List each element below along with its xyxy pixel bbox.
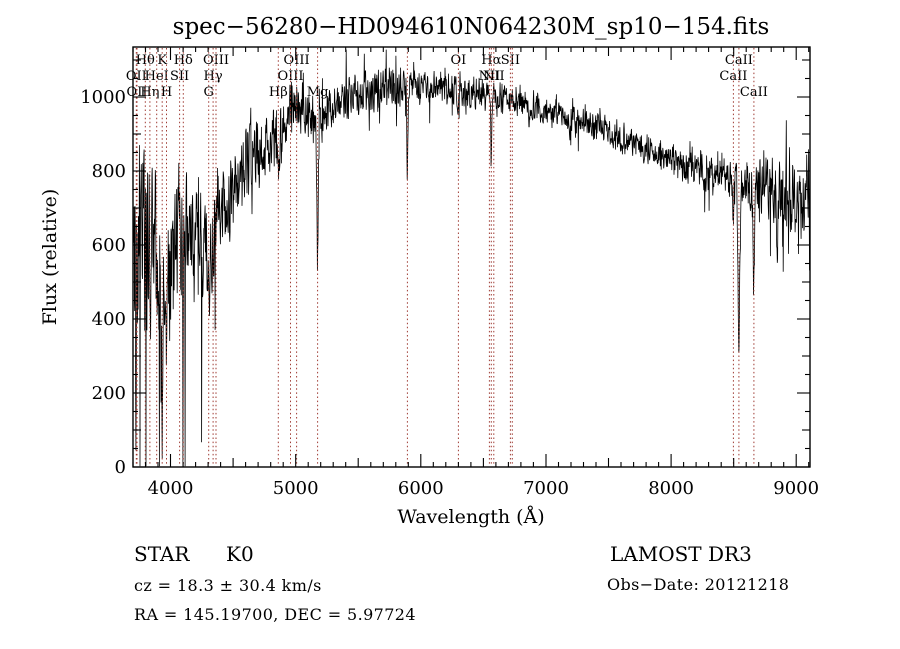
plot-frame (132, 46, 811, 468)
x-tick-label: 9000 (773, 478, 819, 499)
subclass-text: K0 (226, 542, 254, 566)
spectral-line-label: CaII (740, 85, 768, 100)
cz-text: cz = 18.3 ± 30.4 km/s (134, 576, 322, 595)
reference-lines (135, 48, 755, 466)
obs-date-text: Obs−Date: 20121218 (607, 575, 789, 594)
x-tick-label: 7000 (523, 478, 569, 499)
y-tick-label: 600 (92, 235, 126, 256)
axis-tick-labels: 4000 5000 6000 7000 8000 9000 0 200 400 600 800 100… (80, 87, 819, 499)
spectral-line-label: SII (170, 69, 189, 84)
ra-dec-text: RA = 145.19700, DEC = 5.97724 (134, 605, 416, 624)
spectrum-trace (133, 49, 810, 467)
x-tick-label: 8000 (648, 478, 694, 499)
y-tick-label: 400 (92, 309, 126, 330)
spectral-line-label: Hη (140, 85, 159, 100)
spectral-line-label: Mg (307, 85, 329, 100)
x-tick-label: 4000 (148, 478, 194, 499)
x-tick-label: 5000 (273, 478, 319, 499)
survey-text: LAMOST DR3 (610, 542, 752, 566)
spectral-line-label: CaII (719, 69, 747, 84)
spectrum-flux-path (133, 49, 810, 467)
spectral-line-label: OII (126, 69, 147, 84)
y-tick-label: 1000 (80, 87, 126, 108)
plot-title: spec−56280−HD094610N064230M_sp10−154.fit… (173, 14, 770, 40)
spectral-line-label: NII (479, 69, 501, 84)
y-tick-label: 0 (115, 457, 126, 478)
spectral-line-label: G (204, 85, 214, 100)
spectral-line-label: Hβ (269, 85, 288, 100)
object-class-text: STAR (134, 542, 190, 566)
spectral-line-label: H (161, 85, 172, 100)
x-axis-label: Wavelength (Å) (397, 506, 544, 528)
y-tick-label: 800 (92, 161, 126, 182)
x-tick-label: 6000 (398, 478, 444, 499)
spectral-line-label: OII (127, 85, 148, 100)
axes-frame (132, 46, 811, 468)
y-tick-label: 200 (92, 383, 126, 404)
spectral-line-label: NII (483, 69, 505, 84)
spectral-line-label: HeI (145, 69, 169, 84)
y-axis-label: Flux (relative) (39, 189, 61, 326)
